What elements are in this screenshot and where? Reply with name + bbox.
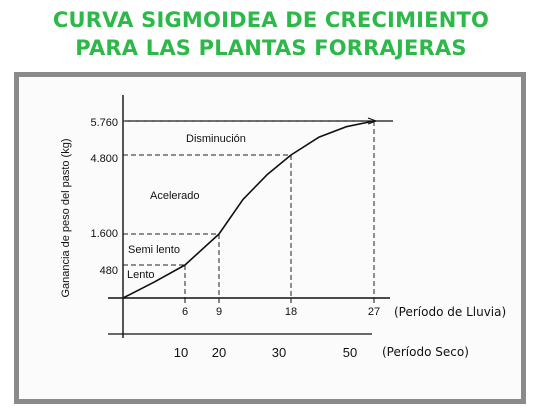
x-tick-label-seco: 20 [212, 345, 226, 360]
y-tick-label: 1.600 [90, 228, 118, 240]
x-axis-note-seco: (Período Seco) [382, 345, 469, 359]
x-tick-label-seco: 30 [272, 345, 286, 360]
x-tick-label-lluvia: 6 [182, 306, 188, 318]
x-tick-label-lluvia: 27 [368, 306, 380, 318]
x-tick-label-seco: 50 [343, 345, 357, 360]
y-tick-label: 4.800 [90, 153, 118, 165]
phase-label: Semi lento [128, 244, 180, 256]
curve-end-marker [367, 117, 378, 125]
y-tick-label: 5.760 [90, 117, 118, 129]
figure-frame [14, 72, 526, 404]
phase-label: Lento [127, 269, 155, 281]
y-tick-label: 480 [100, 265, 118, 277]
title-line-2: PARA LAS PLANTAS FORRAJERAS [75, 36, 467, 60]
x-tick-label-lluvia: 18 [285, 306, 297, 318]
phase-label: Disminución [186, 133, 246, 145]
phase-label: Acelerado [150, 190, 200, 202]
x-tick-label-seco: 10 [174, 345, 188, 360]
x-axis-note-lluvia: (Período de Lluvia) [394, 305, 506, 319]
y-axis-label: Ganancia de peso del pasto (kg) [60, 139, 72, 298]
x-tick-label-lluvia: 9 [216, 306, 222, 318]
title-line-1: CURVA SIGMOIDEA DE CRECIMIENTO [52, 8, 490, 32]
figure-panel [19, 77, 521, 399]
sigmoid-curve [122, 120, 375, 299]
